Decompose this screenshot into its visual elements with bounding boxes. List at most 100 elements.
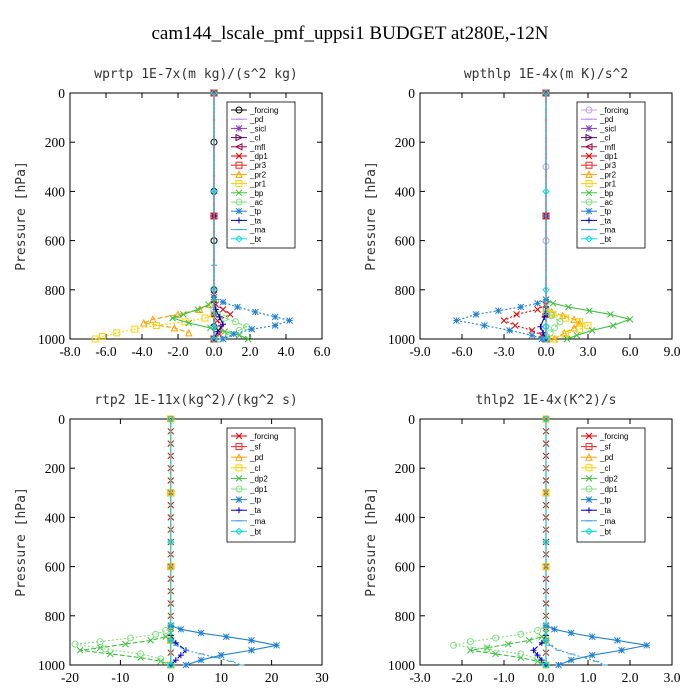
y-tick-label: 800 — [45, 283, 66, 298]
data-point — [534, 306, 541, 313]
data-point — [217, 651, 225, 659]
panel-title: wpthlp 1E-4x(m K)/s^2 — [464, 67, 628, 82]
series-line — [453, 625, 547, 666]
series-ta — [211, 299, 226, 342]
y-axis-label: Pressure [hPa] — [364, 487, 379, 597]
legend-marker — [585, 161, 593, 169]
data-point — [549, 299, 557, 307]
legend-marker — [236, 507, 242, 514]
legend-entry: _dp1 — [599, 152, 618, 161]
series-line — [80, 632, 172, 666]
x-tick-label: -9.0 — [409, 344, 431, 359]
data-point — [157, 657, 165, 665]
legend-entry: _sf — [599, 443, 611, 452]
legend-entry: _cl — [599, 134, 610, 143]
legend-entry: _bp — [249, 189, 264, 198]
data-point — [96, 638, 104, 646]
series-line — [532, 635, 547, 666]
x-tick-label: -8.0 — [59, 344, 81, 359]
x-tick-label: 0 — [167, 670, 174, 685]
data-point — [614, 637, 621, 644]
data-point — [538, 639, 545, 646]
data-point — [542, 89, 550, 97]
legend-entry: _ta — [249, 506, 262, 515]
data-point — [467, 646, 474, 654]
y-tick-label: 400 — [395, 184, 416, 199]
plot-frame — [69, 92, 323, 340]
legend-entry: _pd — [249, 115, 263, 124]
legend-marker — [236, 217, 242, 224]
y-tick-label: 200 — [45, 135, 66, 150]
figure-title: cam144_lscale_pmf_uppsi1 BUDGET at280E,-… — [152, 23, 549, 44]
data-point — [137, 654, 144, 661]
data-point — [534, 627, 542, 635]
data-point — [122, 640, 129, 648]
legend-entry: _ma — [249, 517, 266, 526]
legend-entry: _ma — [249, 226, 266, 235]
legend-entry: _pr2 — [249, 170, 267, 179]
data-point — [504, 640, 512, 648]
data-point — [235, 326, 243, 334]
legend-entry: _pr2 — [599, 170, 617, 179]
data-point — [219, 335, 227, 343]
x-tick-label: -1.0 — [493, 670, 515, 685]
data-point — [174, 310, 182, 318]
data-point — [495, 307, 502, 315]
data-point — [626, 315, 634, 323]
legend-entry: _ta — [249, 216, 262, 225]
legend-marker — [235, 527, 243, 536]
x-tick-label: 0.0 — [538, 670, 555, 685]
data-point — [588, 633, 596, 641]
legend-marker — [585, 464, 593, 472]
series-line — [545, 309, 561, 340]
data-point — [576, 318, 584, 326]
data-point — [534, 652, 541, 659]
data-point — [511, 322, 519, 329]
x-tick-label: -4.0 — [131, 344, 153, 359]
data-point — [286, 317, 293, 324]
data-point — [244, 335, 252, 343]
legend-entry: _sicl — [599, 124, 616, 133]
y-tick-label: 1000 — [38, 332, 65, 347]
x-tick-label: -3.0 — [493, 344, 515, 359]
y-tick-label: 400 — [45, 510, 66, 525]
legend-marker — [235, 453, 243, 461]
legend-marker — [235, 161, 243, 169]
legend-marker — [585, 235, 593, 243]
data-point — [542, 187, 550, 196]
data-point — [221, 314, 229, 322]
data-point — [506, 327, 513, 334]
legend-entry: _pr1 — [249, 180, 267, 189]
legend-entry: _ta — [599, 506, 612, 515]
x-tick-label: 9.0 — [664, 344, 681, 359]
legend-marker — [235, 485, 243, 493]
series-bp — [542, 296, 634, 343]
data-point — [453, 317, 460, 324]
data-point — [71, 640, 79, 648]
data-point — [197, 629, 205, 637]
data-point — [273, 641, 280, 649]
data-point — [549, 335, 557, 343]
legend-entry: _pr3 — [599, 161, 617, 170]
panel-title: wprtp 1E-7x(m kg)/(s^2 kg) — [94, 67, 298, 82]
data-point — [450, 641, 458, 649]
legend-entry: _mfl — [249, 143, 265, 152]
legend-marker — [235, 464, 243, 472]
legend-marker — [585, 152, 593, 160]
data-point — [546, 329, 554, 337]
legend-marker — [235, 443, 243, 451]
y-tick-label: 200 — [45, 461, 66, 476]
x-tick-label: 0.0 — [538, 344, 555, 359]
data-point — [226, 311, 234, 318]
legend-marker — [235, 496, 243, 503]
legend-entry: _tp — [599, 207, 612, 216]
legend-marker — [585, 443, 593, 451]
data-point — [210, 322, 218, 331]
legend-entry: _dp1 — [249, 152, 268, 161]
data-point — [556, 318, 564, 326]
legend-marker — [585, 198, 593, 206]
x-tick-label: -10 — [111, 670, 129, 685]
legend-entry: _bt — [599, 235, 612, 244]
data-point — [534, 657, 541, 665]
